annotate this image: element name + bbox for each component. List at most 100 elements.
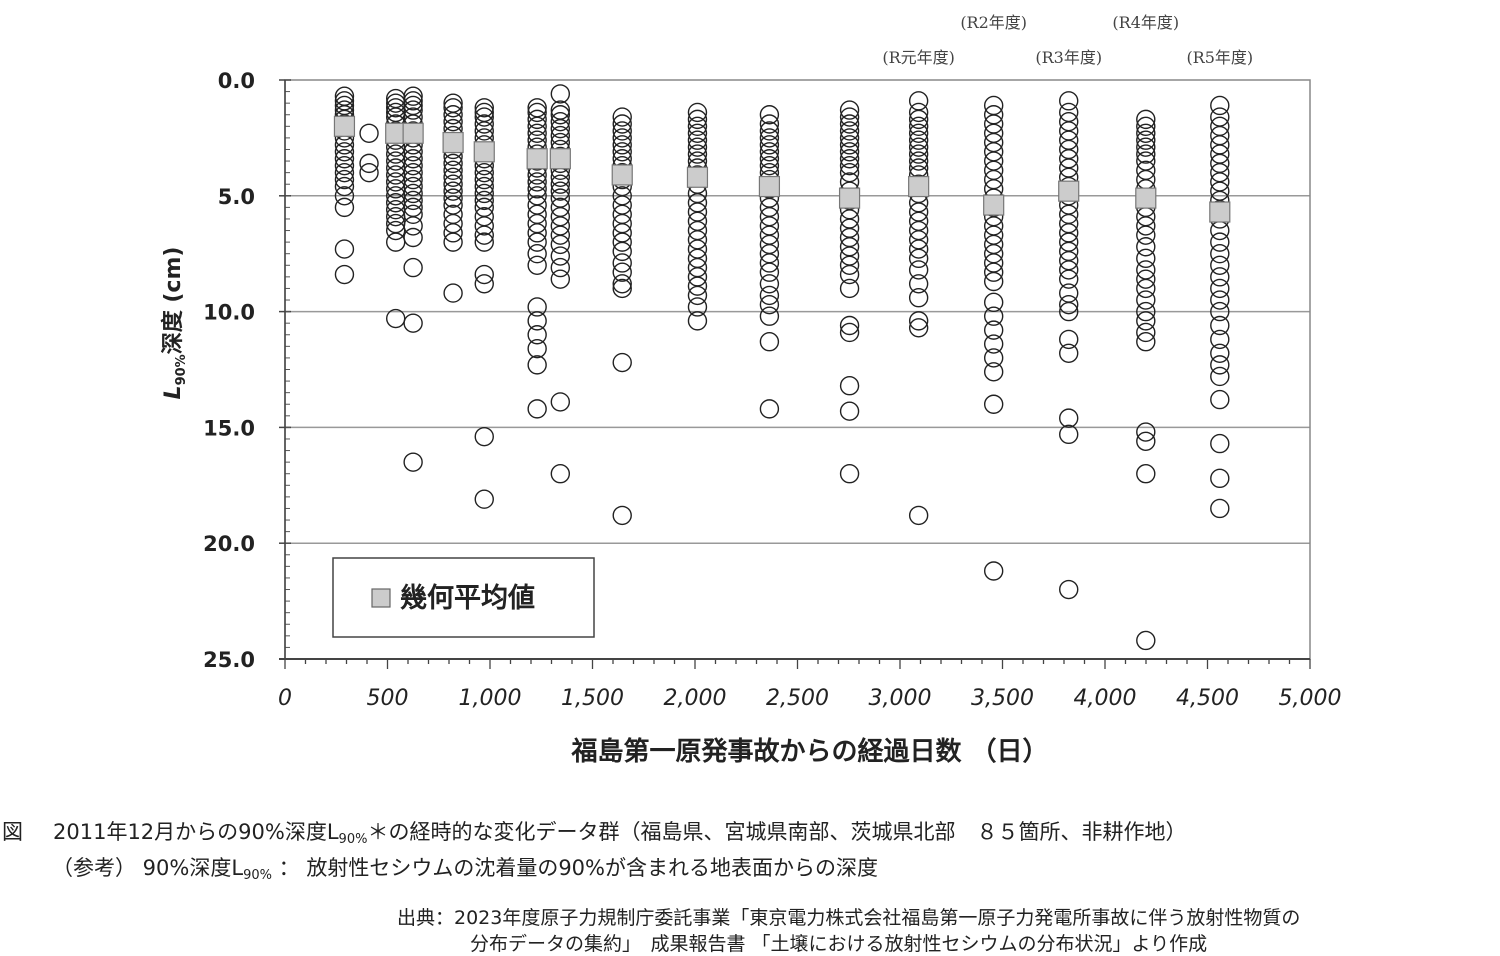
- data-point: [403, 91, 423, 111]
- data-point: [403, 176, 423, 197]
- data-point: [983, 292, 1004, 313]
- data-point: [527, 109, 547, 130]
- data-point: [334, 186, 355, 206]
- data-point: [550, 181, 571, 201]
- data-point: [474, 114, 494, 134]
- gridlines: [285, 195, 1310, 544]
- data-point: [687, 102, 708, 123]
- x-tick-label: 500: [367, 686, 409, 711]
- data-point: [1210, 267, 1230, 287]
- data-point: [759, 135, 780, 155]
- data-point: [1059, 294, 1079, 315]
- geometric-mean-marker: [402, 122, 424, 144]
- x-tick-label: 4,000: [1074, 686, 1137, 711]
- data-point: [1136, 269, 1156, 289]
- data-point: [612, 274, 632, 294]
- caption-subscript: 90%: [243, 868, 272, 883]
- data-point: [983, 262, 1004, 282]
- data-point: [983, 320, 1004, 340]
- data-point: [1136, 130, 1156, 150]
- data-point: [1136, 290, 1156, 310]
- data-point: [1136, 225, 1156, 245]
- data-point: [1210, 366, 1230, 387]
- x-tick-label: 0: [278, 686, 292, 711]
- data-point: [687, 116, 708, 137]
- data-point: [334, 264, 355, 285]
- data-point: [839, 322, 860, 343]
- data-point: [908, 116, 929, 137]
- data-point: [1059, 91, 1079, 111]
- geometric-mean-marker: [473, 141, 495, 163]
- data-point: [403, 162, 423, 183]
- data-point: [1059, 269, 1079, 289]
- data-point: [687, 285, 708, 306]
- data-point: [550, 174, 571, 194]
- data-point: [908, 130, 929, 150]
- data-point: [908, 248, 929, 269]
- data-point: [1210, 301, 1230, 322]
- data-point: [759, 294, 780, 315]
- data-point: [612, 505, 632, 526]
- data-point: [527, 116, 547, 137]
- data-point: [759, 332, 780, 352]
- data-point: [1136, 464, 1156, 484]
- data-point: [527, 355, 547, 375]
- data-point: [527, 223, 547, 243]
- geometric-mean-markers: [333, 115, 1231, 223]
- data-point: [443, 181, 463, 201]
- data-point: [759, 149, 780, 169]
- period-label: (R5年度): [1186, 48, 1253, 67]
- data-point: [687, 276, 708, 296]
- x-tick-label: 5,000: [1279, 686, 1342, 711]
- data-point: [474, 176, 494, 197]
- data-point: [839, 107, 860, 127]
- data-point: [612, 352, 632, 373]
- data-point: [908, 102, 929, 123]
- data-point: [687, 123, 708, 143]
- data-point: [1136, 332, 1156, 352]
- data-point: [1059, 343, 1079, 363]
- data-point: [403, 204, 423, 225]
- data-point: [839, 149, 860, 169]
- data-point: [359, 153, 379, 174]
- caption-text: 2011年12月からの90%深度L: [53, 820, 339, 844]
- data-point: [1136, 216, 1156, 236]
- figure-caption-line2: （参考） 90%深度L90% ： 放射性セシウムの沈着量の90%が含まれる地表面…: [52, 852, 878, 883]
- data-point: [839, 401, 860, 421]
- data-point: [759, 121, 780, 141]
- data-point: [1059, 301, 1079, 322]
- data-point: [474, 225, 494, 245]
- data-point: [612, 128, 632, 148]
- data-point: [759, 306, 780, 326]
- data-point: [550, 111, 571, 132]
- data-point: [474, 426, 494, 447]
- period-annotations: (R元年度) (R2年度) (R3年度) (R4年度) (R5年度): [882, 13, 1253, 67]
- data-point: [687, 297, 708, 317]
- data-point: [403, 452, 423, 472]
- legend-label: 幾何平均値: [400, 583, 535, 614]
- data-point: [612, 107, 632, 127]
- legend-marker: [371, 588, 391, 608]
- data-point: [403, 257, 423, 278]
- data-point: [908, 318, 929, 338]
- caption-text: （参考） 90%深度L: [52, 856, 244, 880]
- data-point: [527, 399, 547, 419]
- geometric-mean-marker: [333, 115, 356, 137]
- data-point: [527, 123, 547, 143]
- data-point: [908, 123, 929, 143]
- data-point: [386, 232, 406, 252]
- data-point: [759, 155, 780, 176]
- data-point: [527, 243, 547, 264]
- data-point: [1059, 424, 1079, 445]
- data-point: [839, 121, 860, 141]
- legend: 幾何平均値: [332, 557, 595, 638]
- data-point: [403, 190, 423, 211]
- data-point: [839, 376, 860, 396]
- data-point: [612, 232, 632, 252]
- data-point: [1136, 301, 1156, 322]
- data-point: [359, 123, 379, 143]
- geometric-mean-marker: [1209, 201, 1231, 223]
- data-point: [839, 278, 860, 299]
- data-point: [550, 100, 571, 120]
- data-point: [443, 105, 463, 125]
